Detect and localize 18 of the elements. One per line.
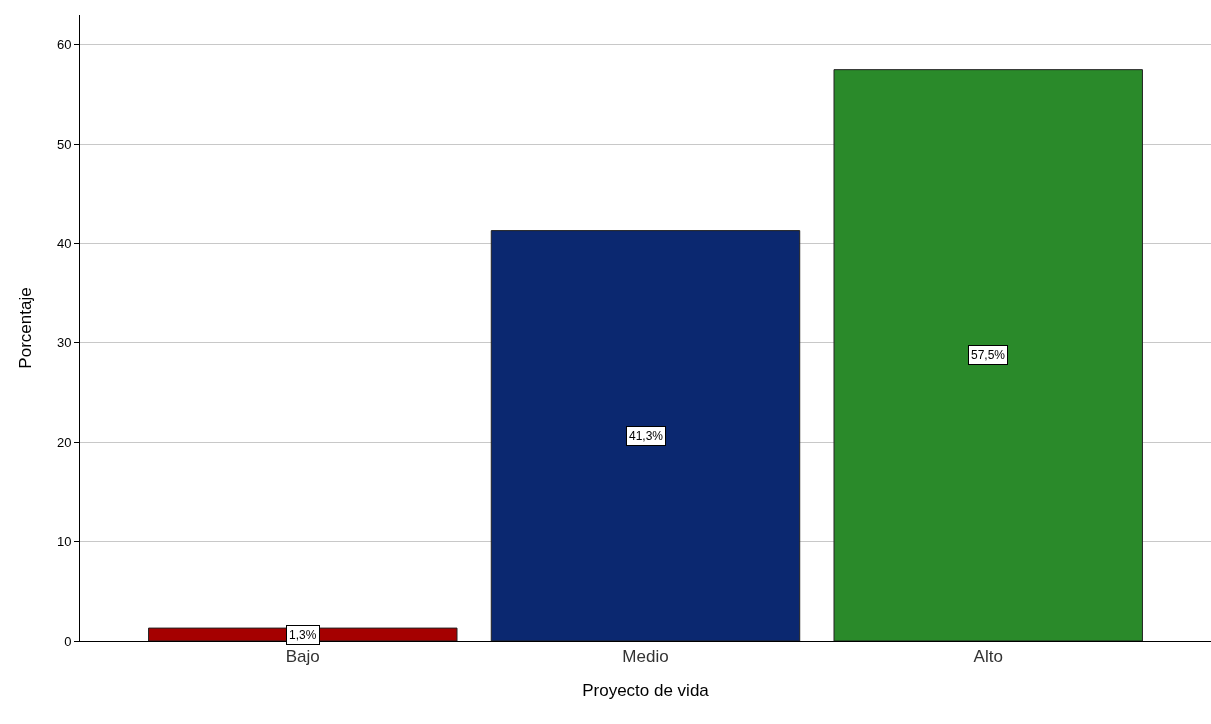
x-tick-label: Alto	[973, 647, 1003, 667]
y-axis-title: Porcentaje	[16, 287, 36, 369]
data-label: 1,3%	[289, 628, 317, 642]
bar	[490, 230, 801, 641]
y-tick-label: 40	[56, 236, 72, 252]
x-axis-title: Proyecto de vida	[582, 680, 710, 700]
y-tick-label: 60	[56, 37, 72, 53]
y-tick-label: 10	[56, 534, 72, 550]
bar	[148, 627, 458, 641]
y-tick-label: 0	[64, 633, 72, 649]
data-label: 41,3%	[629, 429, 664, 443]
y-tick-label: 50	[56, 136, 72, 152]
data-label: 57,5%	[971, 348, 1006, 362]
y-tick-label: 20	[56, 434, 72, 450]
x-tick-label: Medio	[622, 647, 669, 667]
x-tick-label: Bajo	[285, 647, 320, 667]
bar	[833, 69, 1143, 641]
y-tick-label: 30	[56, 335, 72, 351]
